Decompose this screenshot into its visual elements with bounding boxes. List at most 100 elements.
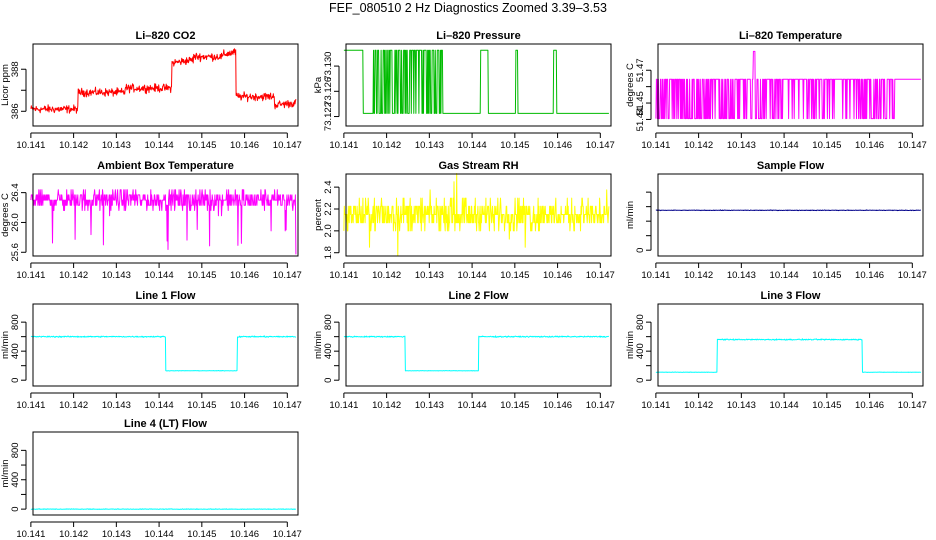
x-tick-label: 10.146 — [855, 140, 884, 151]
x-tick-label: 10.144 — [458, 400, 487, 411]
x-tick-label: 10.145 — [187, 270, 216, 281]
x-tick-label: 10.146 — [543, 140, 572, 151]
y-tick-label: 25.6 — [10, 243, 21, 261]
x-tick-label: 10.143 — [102, 529, 131, 540]
x-tick-label: 10.143 — [415, 270, 444, 281]
x-tick-label: 10.145 — [812, 270, 841, 281]
x-tick-label: 10.144 — [770, 140, 799, 151]
y-tick-label: 73.130 — [323, 52, 334, 81]
x-tick-label: 10.147 — [898, 270, 927, 281]
x-tick-label: 10.147 — [586, 400, 615, 411]
plot-frame — [32, 43, 299, 127]
y-tick-label: 73.122 — [323, 102, 334, 131]
y-tick-label: 400 — [323, 343, 334, 359]
x-tick-label: 10.145 — [500, 270, 529, 281]
series-line-pressure — [343, 49, 609, 114]
x-tick-label: 10.143 — [102, 140, 131, 151]
chart-ambient-box-temperature: Ambient Box Temperature 10.141 10.142 10.14… — [0, 160, 302, 281]
x-tick-label: 10.143 — [727, 270, 756, 281]
chart-li-820-pressure: Li–820 Pressure 10.141 10.142 10.143 10.144 1… — [313, 30, 615, 151]
y-tick-label: 0 — [635, 378, 646, 383]
plot-frame — [32, 303, 299, 387]
x-tick-label: 10.143 — [415, 140, 444, 151]
x-tick-label: 10.144 — [145, 400, 174, 411]
y-axis-label: kPa — [313, 76, 324, 93]
y-tick-label: 800 — [10, 314, 21, 330]
series-line-line-3 — [655, 338, 921, 373]
x-tick-label: 10.142 — [372, 400, 401, 411]
x-tick-label: 10.147 — [898, 400, 927, 411]
x-tick-label: 10.141 — [329, 400, 358, 411]
x-tick-label: 10.146 — [230, 270, 259, 281]
y-tick-label: 800 — [635, 314, 646, 330]
chart-title: Line 3 Flow — [761, 290, 821, 302]
chart-line-3-flow: Line 3 Flow 10.141 10.142 10.143 10.144 10.14… — [625, 290, 927, 411]
y-axis-label: ml/min — [0, 331, 11, 359]
plot-frame — [32, 431, 299, 516]
y-tick-label: 51.45 — [635, 91, 646, 115]
chart-title: Li–820 CO2 — [136, 30, 196, 42]
x-tick-label: 10.144 — [145, 270, 174, 281]
y-axis-label: degrees C — [625, 63, 636, 107]
chart-title: Line 1 Flow — [136, 290, 196, 302]
x-tick-label: 10.143 — [102, 270, 131, 281]
y-tick-label: 400 — [10, 472, 21, 488]
x-tick-label: 10.144 — [770, 270, 799, 281]
x-tick-label: 10.145 — [187, 140, 216, 151]
x-tick-label: 10.141 — [16, 270, 45, 281]
y-tick-label: 386 — [10, 103, 21, 119]
x-tick-label: 10.146 — [230, 400, 259, 411]
chart-gas-stream-rh: Gas Stream RH 10.141 10.142 10.143 10.144 10.… — [313, 160, 615, 281]
x-tick-label: 10.142 — [372, 270, 401, 281]
series-line-co2 — [30, 48, 297, 114]
y-tick-label: 2.0 — [323, 224, 334, 237]
x-tick-label: 10.146 — [855, 400, 884, 411]
x-tick-label: 10.143 — [102, 400, 131, 411]
x-tick-label: 10.142 — [59, 270, 88, 281]
y-tick-label: 2.4 — [323, 181, 334, 194]
x-tick-label: 10.141 — [16, 400, 45, 411]
x-tick-label: 10.142 — [59, 140, 88, 151]
chart-line-2-flow: Line 2 Flow 10.141 10.142 10.143 10.144 10.14… — [313, 290, 615, 411]
y-tick-label: 800 — [10, 442, 21, 458]
chart-title: Ambient Box Temperature — [97, 160, 234, 172]
x-tick-label: 10.147 — [273, 400, 302, 411]
chart-title: Line 2 Flow — [449, 290, 509, 302]
x-tick-label: 10.143 — [415, 400, 444, 411]
plot-frame — [657, 173, 924, 257]
plot-frame — [345, 303, 612, 387]
x-tick-label: 10.146 — [855, 270, 884, 281]
plot-frame — [657, 43, 924, 127]
x-tick-label: 10.142 — [684, 140, 713, 151]
y-tick-label: 388 — [10, 61, 21, 77]
chart-sample-flow: Sample Flow 10.141 10.142 10.143 10.144 10.14… — [625, 160, 927, 281]
x-tick-label: 10.144 — [458, 140, 487, 151]
plot-frame — [345, 43, 612, 127]
chart-line-4-lt-flow: Line 4 (LT) Flow 10.141 10.142 10.143 10.144… — [0, 418, 302, 540]
y-tick-label: 51.44 — [635, 108, 646, 132]
x-tick-label: 10.144 — [145, 140, 174, 151]
y-tick-label: 51.47 — [635, 58, 646, 82]
x-tick-label: 10.147 — [586, 270, 615, 281]
x-tick-label: 10.147 — [586, 140, 615, 151]
x-tick-label: 10.144 — [145, 529, 174, 540]
x-tick-label: 10.143 — [727, 400, 756, 411]
y-tick-label: 0 — [10, 378, 21, 383]
x-tick-label: 10.141 — [641, 400, 670, 411]
x-tick-label: 10.142 — [59, 529, 88, 540]
y-tick-label: 73.126 — [323, 77, 334, 106]
y-axis-label: percent — [313, 199, 324, 231]
x-tick-label: 10.147 — [273, 270, 302, 281]
chart-title: Li–820 Temperature — [739, 30, 842, 42]
x-tick-label: 10.141 — [641, 140, 670, 151]
y-tick-label: 800 — [323, 314, 334, 330]
chart-li-820-co2: Li–820 CO2 10.141 10.142 10.143 10.144 10.145… — [0, 30, 302, 151]
x-tick-label: 10.142 — [684, 400, 713, 411]
y-axis-label: ml/min — [625, 331, 636, 359]
x-tick-label: 10.142 — [59, 400, 88, 411]
chart-title: Li–820 Pressure — [436, 30, 520, 42]
x-tick-label: 10.147 — [273, 529, 302, 540]
x-tick-label: 10.142 — [684, 270, 713, 281]
series-line-box-temp — [30, 189, 297, 255]
chart-title: Line 4 (LT) Flow — [124, 418, 207, 430]
